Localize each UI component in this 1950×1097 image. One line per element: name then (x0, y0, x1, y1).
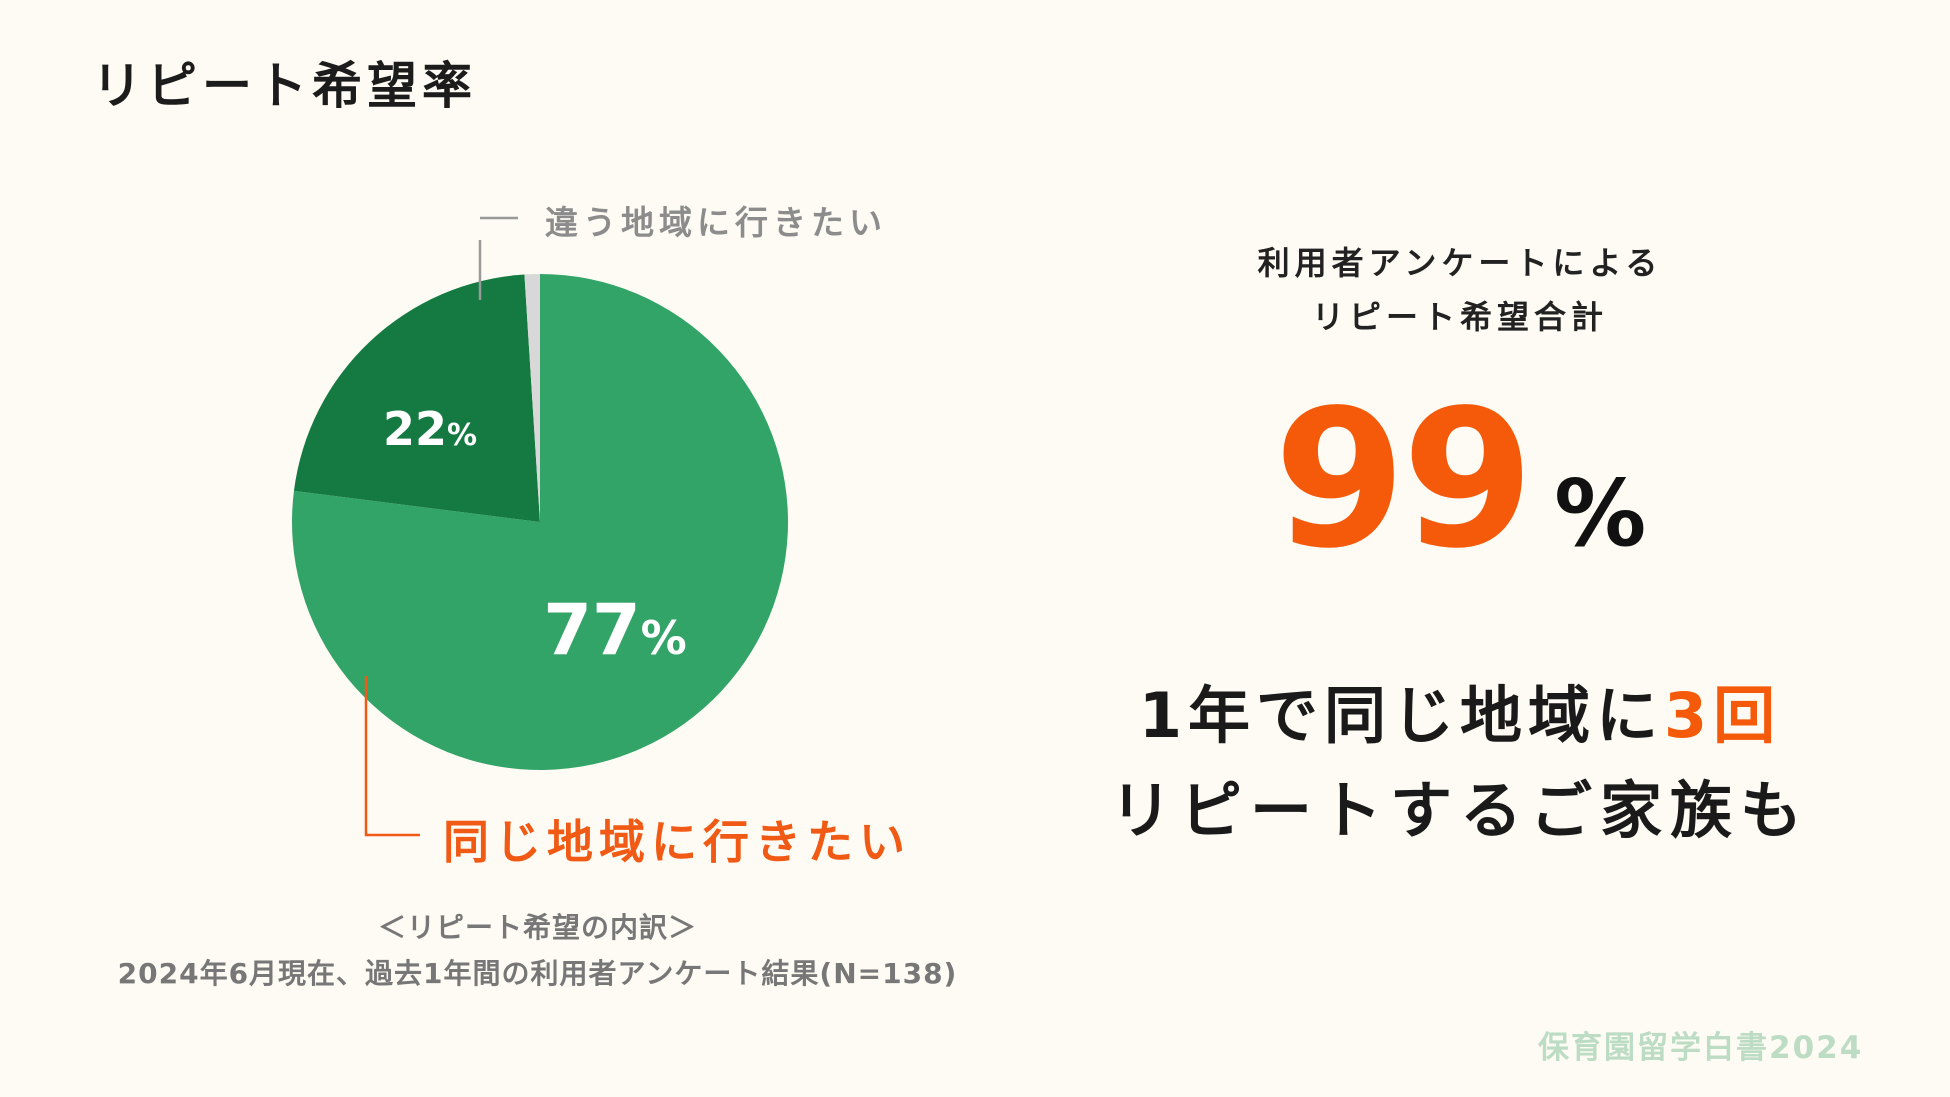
note-heading: ＜リピート希望の内訳＞ (377, 911, 697, 944)
brand-footer: 保育園留学白書2024 (1538, 1030, 1864, 1066)
summary-line-1-prefix: 1年で同じ地域に (1138, 679, 1664, 752)
pie-slice-other (293, 274, 540, 522)
pie-slice-remainder (524, 274, 540, 522)
summary-caption-1: 利用者アンケートによる (1257, 244, 1663, 282)
leader-line-other (478, 216, 518, 300)
big-number: 99 (1273, 369, 1534, 590)
big-unit: % (1554, 460, 1647, 567)
summary-caption-2: リピート希望合計 (1311, 298, 1608, 336)
page-title: リピート希望率 (92, 57, 477, 115)
summary-line-2: リピートするご家族も (1109, 774, 1810, 847)
pie-chart: 22% 77% (292, 216, 788, 837)
legend-label-same: 同じ地域に行きたい (443, 815, 911, 869)
legend-label-other: 違う地域に行きたい (545, 203, 887, 242)
summary-big-stat: 99% (1080, 385, 1840, 575)
summary-line-1-highlight: 3回 (1664, 679, 1782, 752)
slice-label-other: 22% (383, 402, 477, 456)
summary-line-1: 1年で同じ地域に3回 (1080, 665, 1840, 755)
leader-line-same (364, 676, 420, 837)
slice-label-same: 77% (543, 589, 687, 671)
note-source: 2024年6月現在、過去1年間の利用者アンケート結果(N=138) (117, 957, 958, 990)
